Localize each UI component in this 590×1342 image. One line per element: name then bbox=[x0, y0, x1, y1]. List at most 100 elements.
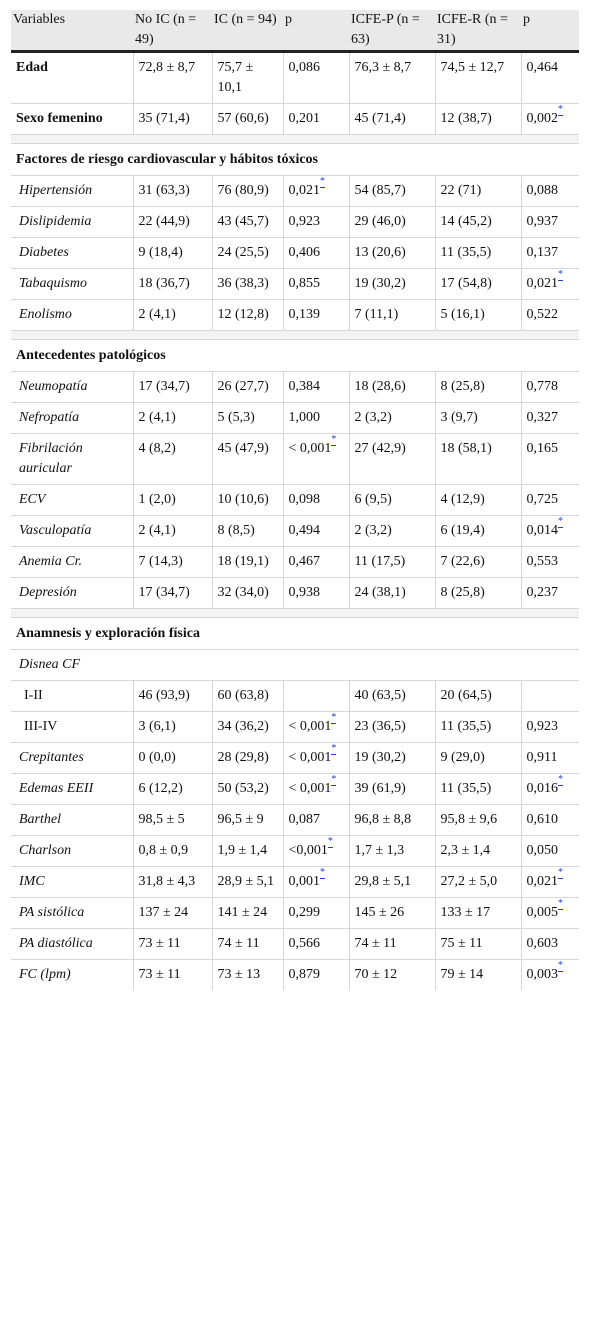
table-row: Depresión 17 (34,7) 32 (34,0) 0,938 24 (38,1… bbox=[11, 577, 579, 609]
cell-value: 46 (93,9) bbox=[138, 688, 190, 703]
cell-value: 141 ± 24 bbox=[217, 905, 268, 920]
cell-value: 0,603 bbox=[526, 936, 559, 951]
table-cell: 19 (30,2) bbox=[348, 268, 435, 300]
table-cell: 76,3 ± 8,7 bbox=[348, 51, 435, 104]
variable-label: Neumopatía bbox=[11, 371, 133, 403]
footnote-link[interactable]: * bbox=[320, 867, 325, 879]
variable-label: ECV bbox=[11, 484, 133, 516]
cell-value: 0,8 ± 0,9 bbox=[138, 843, 189, 858]
cell-value: 79 ± 14 bbox=[440, 967, 484, 982]
table-cell: 1,000 bbox=[282, 402, 349, 434]
footnote-link[interactable]: * bbox=[331, 774, 337, 786]
section-row: Antecedentes patológicos bbox=[11, 339, 579, 372]
table-cell: 8 (8,5) bbox=[211, 515, 283, 547]
cell-value: 0,566 bbox=[288, 936, 321, 951]
cell-value: Neumopatía bbox=[19, 379, 88, 394]
cell-value: 0,855 bbox=[288, 276, 321, 291]
footnote-link[interactable]: * bbox=[327, 836, 333, 848]
table-cell: 40 (63,5) bbox=[348, 680, 435, 712]
cell-value: 4 (12,9) bbox=[440, 492, 485, 507]
footnote-link[interactable]: * bbox=[331, 434, 337, 446]
table-cell: 0,937 bbox=[520, 206, 579, 238]
cell-value: Vasculopatía bbox=[19, 523, 92, 538]
table-cell: 17 (34,7) bbox=[132, 371, 212, 403]
cell-value: Fibrilación auricular bbox=[19, 441, 83, 476]
table-cell: 145 ± 26 bbox=[348, 897, 435, 929]
cell-value: 57 (60,6) bbox=[217, 111, 269, 126]
table-cell: 0,855 bbox=[282, 268, 349, 300]
variable-label: Sexo femenino bbox=[11, 103, 133, 135]
footnote-link[interactable]: * bbox=[331, 712, 337, 724]
cell-value: < 0,001 bbox=[288, 781, 332, 796]
cell-value: 96,5 ± 9 bbox=[217, 812, 264, 827]
table-row: FC (lpm) 73 ± 11 73 ± 13 0,879 70 ± 12 79 ± 1… bbox=[11, 959, 579, 990]
cell-value: 22 (71) bbox=[440, 183, 482, 198]
cell-value: 29,8 ± 5,1 bbox=[354, 874, 412, 889]
footnote-link[interactable]: * bbox=[558, 104, 563, 116]
variable-label: Charlson bbox=[11, 835, 133, 867]
footnote-link[interactable]: * bbox=[558, 960, 563, 972]
cell-value: 1,9 ± 1,4 bbox=[217, 843, 268, 858]
table-cell: 0,021* bbox=[282, 175, 349, 207]
cell-value: 73 ± 11 bbox=[138, 967, 181, 982]
table-cell: 0,467 bbox=[282, 546, 349, 578]
cell-value: 0,021 bbox=[288, 183, 321, 198]
cell-value: 11 (35,5) bbox=[440, 245, 492, 260]
cell-value: 17 (34,7) bbox=[138, 585, 190, 600]
variable-label: Dislipidemia bbox=[11, 206, 133, 238]
table-cell: 137 ± 24 bbox=[132, 897, 212, 929]
footnote-link[interactable]: * bbox=[558, 867, 563, 879]
table-body: Edad 72,8 ± 8,7 75,7 ± 10,1 0,086 76,3 ± 8,7… bbox=[11, 51, 579, 990]
table-cell: < 0,001* bbox=[282, 773, 349, 805]
cell-value: Diabetes bbox=[19, 245, 69, 260]
spacer-row bbox=[11, 608, 579, 618]
cell-value: 9 (29,0) bbox=[440, 750, 485, 765]
cell-value: 0,021 bbox=[526, 276, 559, 291]
cell-value: 0,002 bbox=[526, 111, 559, 126]
cell-value: 0,725 bbox=[526, 492, 559, 507]
cell-value: 7 (11,1) bbox=[354, 307, 399, 322]
table-cell: 0,384 bbox=[282, 371, 349, 403]
table-cell: 0,725 bbox=[520, 484, 579, 516]
footnote-link[interactable]: * bbox=[558, 516, 563, 528]
cell-value: 11 (17,5) bbox=[354, 554, 406, 569]
cell-value: 28,9 ± 5,1 bbox=[217, 874, 275, 889]
cell-value: 43 (45,7) bbox=[217, 214, 269, 229]
cell-value: 7 (22,6) bbox=[440, 554, 485, 569]
footnote-link[interactable]: * bbox=[558, 774, 563, 786]
cell-value: 12 (12,8) bbox=[217, 307, 269, 322]
cell-value: Anemia Cr. bbox=[19, 554, 82, 569]
cell-value: 76,3 ± 8,7 bbox=[354, 60, 412, 75]
footnote-link[interactable]: * bbox=[558, 898, 563, 910]
table-cell: 28,9 ± 5,1 bbox=[211, 866, 283, 898]
table-cell: 96,5 ± 9 bbox=[211, 804, 283, 836]
table-cell: 0,005* bbox=[520, 897, 579, 929]
cell-value: Tabaquismo bbox=[19, 276, 87, 291]
table-row: Nefropatía 2 (4,1) 5 (5,3) 1,000 2 (3,2) 3 (9… bbox=[11, 402, 579, 434]
table-cell: 7 (22,6) bbox=[434, 546, 521, 578]
cell-value: 5 (5,3) bbox=[217, 410, 255, 425]
header-icfe-p: ICFE-P (n = 63) bbox=[349, 10, 435, 53]
table-cell: 29 (46,0) bbox=[348, 206, 435, 238]
footnote-link[interactable]: * bbox=[320, 176, 325, 188]
table-row: Neumopatía 17 (34,7) 26 (27,7) 0,384 18 (28,… bbox=[11, 371, 579, 403]
table-cell: 11 (17,5) bbox=[348, 546, 435, 578]
table-cell: 4 (12,9) bbox=[434, 484, 521, 516]
table-cell: 0,566 bbox=[282, 928, 349, 960]
table-cell: 9 (18,4) bbox=[132, 237, 212, 269]
cell-value: Nefropatía bbox=[19, 410, 80, 425]
footnote-link[interactable]: * bbox=[331, 743, 337, 755]
cell-value: 60 (63,8) bbox=[217, 688, 269, 703]
cell-value: 0,911 bbox=[526, 750, 558, 765]
spacer-cell bbox=[11, 134, 579, 144]
footnote-link[interactable]: * bbox=[558, 269, 563, 281]
table-cell: 23 (36,5) bbox=[348, 711, 435, 743]
table-row: Vasculopatía 2 (4,1) 8 (8,5) 0,494 2 (3,2) 6 … bbox=[11, 515, 579, 547]
table-row: Charlson 0,8 ± 0,9 1,9 ± 1,4 <0,001* 1,7 ± 1… bbox=[11, 835, 579, 867]
cell-value: FC (lpm) bbox=[19, 967, 71, 982]
cell-value: < 0,001 bbox=[288, 441, 332, 456]
table-row: Fibrilación auricular 4 (8,2) 45 (47,9) < 0… bbox=[11, 433, 579, 485]
table-cell: 141 ± 24 bbox=[211, 897, 283, 929]
table-cell: 74,5 ± 12,7 bbox=[434, 51, 521, 104]
cell-value: 45 (47,9) bbox=[217, 441, 269, 456]
